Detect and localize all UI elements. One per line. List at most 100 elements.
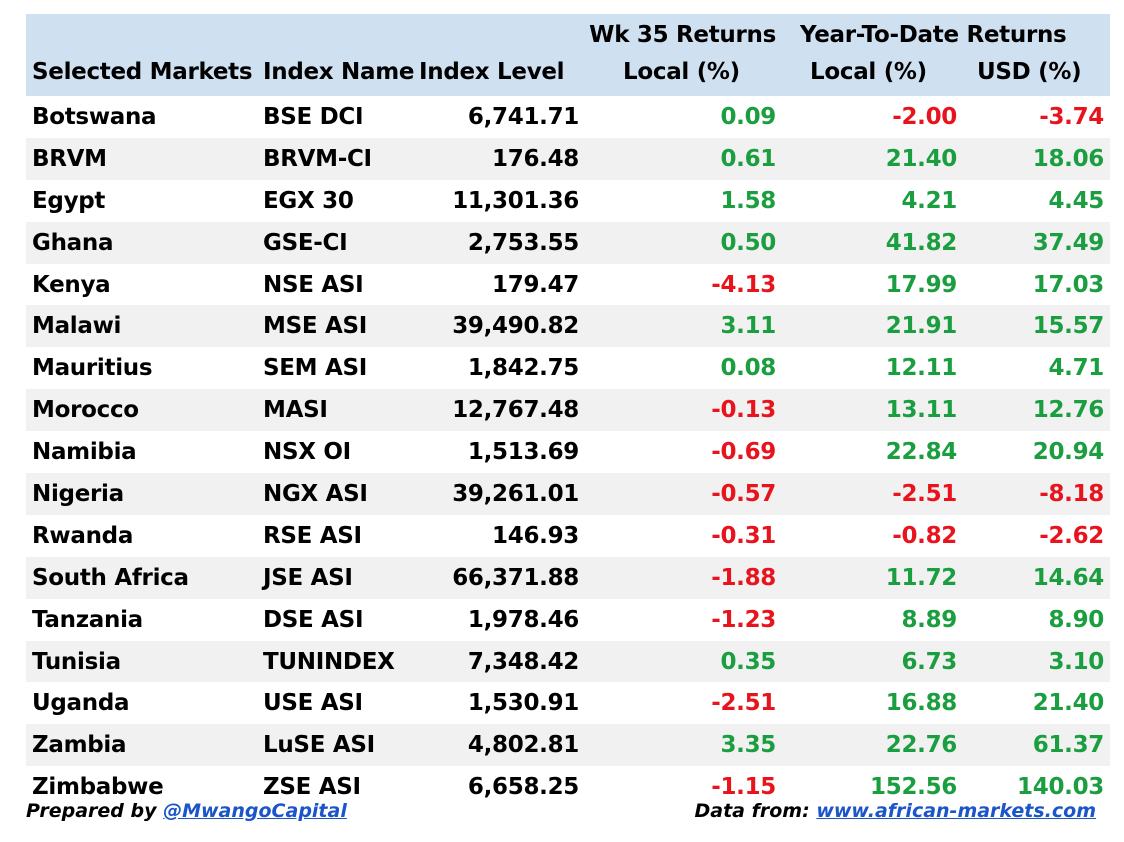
index-name-cell: MASI xyxy=(263,397,328,424)
header-group-wk35: Wk 35 Returns xyxy=(589,22,776,48)
market-cell: Rwanda xyxy=(32,522,134,549)
table-row: South Africa JSE ASI 66,371.88 -1.88 11.72 14… xyxy=(26,556,1111,599)
ytd-usd-return-cell: 61.37 xyxy=(1032,732,1105,759)
index-level-cell: 11,301.36 xyxy=(452,187,579,214)
wk-local-return-cell: 0.09 xyxy=(720,103,776,130)
wk-local-return-cell: 0.61 xyxy=(720,145,776,172)
table-header: Wk 35 Returns Year-To-Date Returns Selec… xyxy=(26,14,1111,96)
ytd-local-return-cell: 21.91 xyxy=(885,313,958,340)
wk-local-return-cell: -2.51 xyxy=(711,690,776,717)
ytd-usd-return-cell: -3.74 xyxy=(1039,103,1105,130)
market-cell: Ghana xyxy=(32,229,114,256)
market-cell: South Africa xyxy=(32,564,189,591)
ytd-usd-return-cell: 12.76 xyxy=(1032,397,1105,424)
table-row: Tunisia TUNINDEX 7,348.42 0.35 6.73 3.10 xyxy=(26,640,1111,683)
market-cell: Zimbabwe xyxy=(32,774,164,801)
wk-local-return-cell: 0.35 xyxy=(720,648,776,675)
header-column-row: Selected Markets Index Name Index Level … xyxy=(26,48,1111,96)
ytd-local-return-cell: 13.11 xyxy=(885,397,958,424)
ytd-usd-return-cell: 17.03 xyxy=(1032,271,1105,298)
index-level-cell: 6,741.71 xyxy=(467,103,579,130)
index-level-cell: 12,767.48 xyxy=(452,397,579,424)
table-row: Zambia LuSE ASI 4,802.81 3.35 22.76 61.37 xyxy=(26,724,1111,767)
index-level-cell: 4,802.81 xyxy=(467,732,579,759)
table-row: Kenya NSE ASI 179.47 -4.13 17.99 17.03 xyxy=(26,263,1111,306)
index-level-cell: 6,658.25 xyxy=(467,774,579,801)
index-name-cell: RSE ASI xyxy=(263,522,362,549)
col-header-index-level: Index Level xyxy=(419,59,565,85)
index-name-cell: TUNINDEX xyxy=(263,648,395,675)
ytd-usd-return-cell: -8.18 xyxy=(1039,480,1105,507)
index-name-cell: USE ASI xyxy=(263,690,363,717)
wk-local-return-cell: -1.23 xyxy=(711,606,776,633)
index-name-cell: NSE ASI xyxy=(263,271,364,298)
wk-local-return-cell: 3.35 xyxy=(720,732,776,759)
col-header-wk-local: Local (%) xyxy=(623,59,740,85)
ytd-usd-return-cell: 4.71 xyxy=(1048,355,1105,382)
index-name-cell: BSE DCI xyxy=(263,103,364,130)
table-row: Rwanda RSE ASI 146.93 -0.31 -0.82 -2.62 xyxy=(26,514,1111,557)
col-header-index-name: Index Name xyxy=(263,59,415,85)
market-cell: Botswana xyxy=(32,103,157,130)
index-name-cell: NSX OI xyxy=(263,439,351,466)
returns-table-container: Wk 35 Returns Year-To-Date Returns Selec… xyxy=(26,14,1111,809)
index-level-cell: 1,978.46 xyxy=(467,606,579,633)
wk-local-return-cell: 3.11 xyxy=(720,313,776,340)
wk-local-return-cell: -4.13 xyxy=(711,271,776,298)
wk-local-return-cell: 0.08 xyxy=(720,355,776,382)
wk-local-return-cell: -0.13 xyxy=(711,397,776,424)
ytd-usd-return-cell: 15.57 xyxy=(1032,313,1105,340)
ytd-local-return-cell: 4.21 xyxy=(901,187,957,214)
market-cell: Egypt xyxy=(32,187,106,214)
index-name-cell: NGX ASI xyxy=(263,480,368,507)
table-row: Zimbabwe ZSE ASI 6,658.25 -1.15 152.56 140.03 xyxy=(26,766,1111,809)
index-level-cell: 2,753.55 xyxy=(467,229,579,256)
wk-local-return-cell: -0.69 xyxy=(711,439,776,466)
ytd-local-return-cell: 22.84 xyxy=(885,439,958,466)
header-empty-cell xyxy=(26,14,257,48)
index-level-cell: 1,530.91 xyxy=(467,690,579,717)
index-name-cell: BRVM-CI xyxy=(263,145,372,172)
index-level-cell: 39,490.82 xyxy=(452,313,579,340)
ytd-usd-return-cell: -2.62 xyxy=(1039,522,1105,549)
index-level-cell: 146.93 xyxy=(492,522,579,549)
index-name-cell: ZSE ASI xyxy=(263,774,361,801)
index-name-cell: JSE ASI xyxy=(263,564,353,591)
wk-local-return-cell: -1.15 xyxy=(711,774,776,801)
mwango-capital-link[interactable]: @MwangoCapital xyxy=(163,800,347,822)
ytd-local-return-cell: -2.51 xyxy=(892,480,957,507)
table-row: Namibia NSX OI 1,513.69 -0.69 22.84 20.94 xyxy=(26,431,1111,474)
ytd-usd-return-cell: 20.94 xyxy=(1032,439,1105,466)
table-row: Uganda USE ASI 1,530.91 -2.51 16.88 21.40 xyxy=(26,682,1111,725)
ytd-usd-return-cell: 21.40 xyxy=(1032,690,1105,717)
header-empty-cell xyxy=(419,14,579,48)
index-level-cell: 66,371.88 xyxy=(452,564,579,591)
market-cell: Tanzania xyxy=(32,606,143,633)
market-cell: Zambia xyxy=(32,732,127,759)
market-returns-table: Wk 35 Returns Year-To-Date Returns Selec… xyxy=(26,14,1111,809)
header-group-ytd: Year-To-Date Returns xyxy=(800,22,1067,48)
wk-local-return-cell: 1.58 xyxy=(720,187,776,214)
market-cell: Tunisia xyxy=(32,648,121,675)
wk-local-return-cell: -0.31 xyxy=(711,522,776,549)
index-level-cell: 39,261.01 xyxy=(452,480,579,507)
market-cell: Nigeria xyxy=(32,480,124,507)
table-row: Morocco MASI 12,767.48 -0.13 13.11 12.76 xyxy=(26,389,1111,432)
prepared-by: Prepared by @MwangoCapital xyxy=(26,800,347,822)
index-level-cell: 176.48 xyxy=(492,145,579,172)
col-header-market: Selected Markets xyxy=(32,59,253,85)
ytd-local-return-cell: 6.73 xyxy=(901,648,957,675)
table-row: Nigeria NGX ASI 39,261.01 -0.57 -2.51 -8.18 xyxy=(26,473,1111,515)
index-level-cell: 179.47 xyxy=(492,271,579,298)
market-cell: Uganda xyxy=(32,690,130,717)
market-cell: Namibia xyxy=(32,439,137,466)
table-row: BRVM BRVM-CI 176.48 0.61 21.40 18.06 xyxy=(26,137,1111,180)
data-source: Data from: www.african-markets.com xyxy=(695,800,1097,822)
prepared-by-label: Prepared by xyxy=(26,800,164,822)
data-source-label: Data from: xyxy=(694,800,817,822)
index-level-cell: 1,513.69 xyxy=(467,439,579,466)
table-row: Egypt EGX 30 11,301.36 1.58 4.21 4.45 xyxy=(26,179,1111,222)
ytd-usd-return-cell: 14.64 xyxy=(1032,564,1105,591)
african-markets-link[interactable]: www.african-markets.com xyxy=(816,800,1096,822)
ytd-local-return-cell: 16.88 xyxy=(885,690,958,717)
